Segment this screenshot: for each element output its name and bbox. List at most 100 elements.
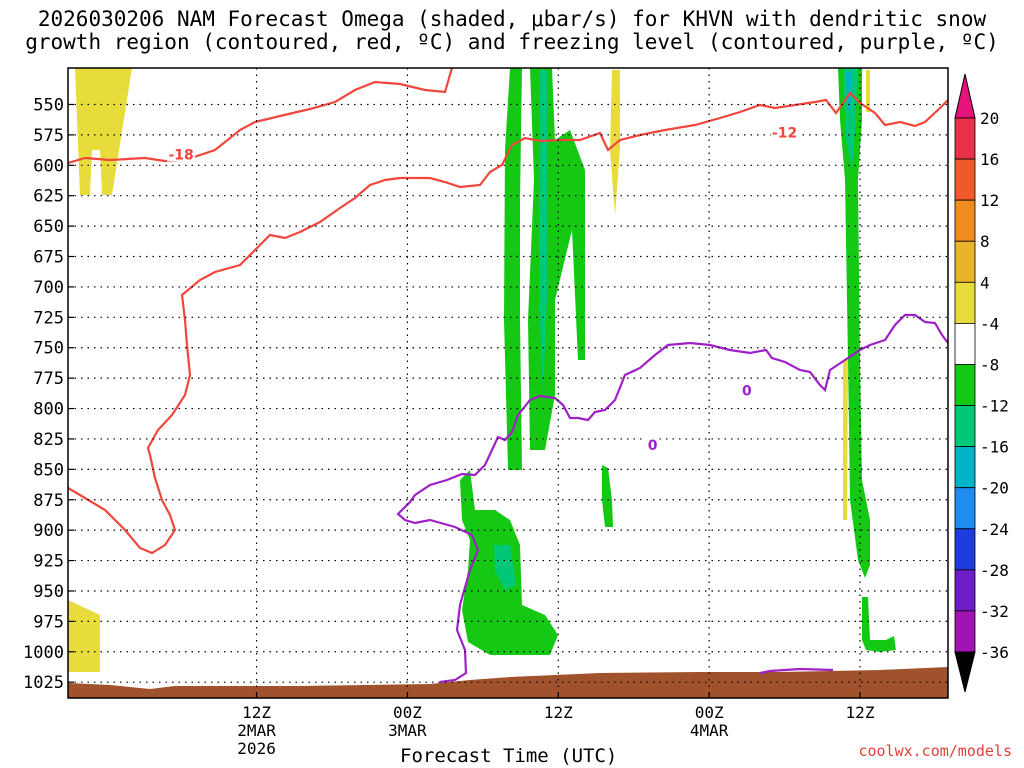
omega-colorbar: 20 16 12 8 4 -4 -8 -12 -16 -20 -24 -28 -32 -36 [954,73,1009,693]
colorbar-segment [954,487,976,530]
freezing-contour-small [759,667,834,675]
x-tick-year: 2026 [237,739,276,758]
colorbar-top-arrow [954,73,976,119]
terrain-layer [68,667,948,698]
credit-text: coolwx.com/models [858,742,1012,760]
colorbar-bottom-arrow [954,651,976,693]
colorbar-label: -28 [980,561,1009,580]
omega-shade-yellow [68,600,100,672]
colorbar-label: 8 [980,232,990,251]
colorbar-label: 20 [980,109,999,128]
contour-label-bg [167,145,196,162]
freezing-contour-0c [396,313,948,684]
colorbar-label: -24 [980,520,1009,539]
omega-shade-yellow [610,70,620,215]
colorbar-label: -8 [980,355,999,374]
omega-shade-yellow [843,360,848,520]
y-tick-label: 975 [33,612,64,632]
y-tick-label: 1000 [23,643,64,663]
colorbar-segment [954,117,976,160]
colorbar-segment [954,446,976,489]
y-tick-label: 950 [33,582,64,602]
contour-label-bg [739,381,754,398]
omega-shade-teal [494,545,516,590]
x-tick-date: 4MAR [690,721,729,740]
colorbar-segment [954,199,976,242]
y-tick-label: 575 [33,126,64,146]
x-tick-label: 00Z [393,703,422,722]
colorbar-label: -4 [980,314,999,333]
colorbar-label: -20 [980,479,1009,498]
freezing-contour-label: 0 [742,383,752,399]
y-tick-label: 600 [33,156,64,176]
dgz-contour-label: -18 [168,147,193,163]
plot-frame [67,67,949,699]
colorbar-segment [954,528,976,571]
y-axis-pressure: 550 575 600 625 650 675 700 725 750 775 800 825 850 8… [23,95,74,693]
y-tick-label: 800 [33,400,64,420]
omega-shading-layer [68,68,896,672]
y-tick-label: 750 [33,339,64,359]
colorbar-segment [954,281,976,324]
y-tick-label: 650 [33,217,64,237]
x-axis-title: Forecast Time (UTC) [400,745,618,767]
y-tick-label: 900 [33,521,64,541]
omega-shade-green [602,465,613,527]
y-tick-label: 625 [33,187,64,207]
freezing-contour-label: 0 [648,438,658,454]
x-tick-label: 12Z [242,703,271,722]
omega-shade-yellow [866,70,870,112]
gridlines [68,68,948,698]
x-tick-label: 12Z [544,703,573,722]
colorbar-label: -12 [980,397,1009,416]
y-tick-label: 725 [33,308,64,328]
dendritic-growth-contours [68,68,948,555]
colorbar-segment [954,610,976,653]
contour-label-bg [1003,110,1024,126]
dgz-contour-minus12 [68,91,948,555]
omega-shade-green [504,68,522,470]
colorbar-label: -32 [980,602,1009,621]
contour-label-bg [770,123,799,140]
y-tick-label: 775 [33,369,64,389]
y-tick-label: 850 [33,460,64,480]
colorbar-label: -36 [980,643,1009,662]
omega-shade-yellow [75,68,132,195]
colorbar-segment [954,569,976,612]
terrain-fill [68,667,948,698]
contour-label-bg [645,436,660,453]
y-tick-label: 825 [33,430,64,450]
y-tick-label: 550 [33,95,64,115]
omega-shade-teal [846,72,852,110]
colorbar-label: 4 [980,273,990,292]
dgz-contour-label: -12 [772,125,797,141]
x-tick-date: 2MAR [237,721,276,740]
omega-shade-green [862,597,896,652]
omega-shade-green [838,68,870,578]
chart-title: 2026030206 NAM Forecast Omega (shaded, μ… [0,8,1024,54]
y-tick-label: 700 [33,278,64,298]
freezing-level-contours [396,313,948,684]
colorbar-segment [954,364,976,406]
colorbar-label: -16 [980,438,1009,457]
x-tick-label: 12Z [846,703,875,722]
omega-shade-teal [843,68,858,170]
y-tick-label: 1025 [23,673,64,693]
y-tick-label: 675 [33,248,64,268]
title-line-1: 2026030206 NAM Forecast Omega (shaded, μ… [37,7,987,31]
colorbar-label: 16 [980,150,999,169]
dgz-contour-minus18 [68,68,454,165]
title-line-2: growth region (contoured, red, ºC) and f… [25,30,999,54]
colorbar-segment [954,322,976,365]
colorbar-segment [954,240,976,283]
x-tick-date: 3MAR [388,721,427,740]
colorbar-label: 12 [980,191,999,210]
contour-labels: -18-12-12000 [167,110,1024,454]
y-tick-label: 875 [33,491,64,511]
x-tick-label: 00Z [695,703,724,722]
dgz-contour-label: -12 [1004,112,1024,128]
y-tick-label: 925 [33,552,64,572]
colorbar-segment [954,158,976,201]
